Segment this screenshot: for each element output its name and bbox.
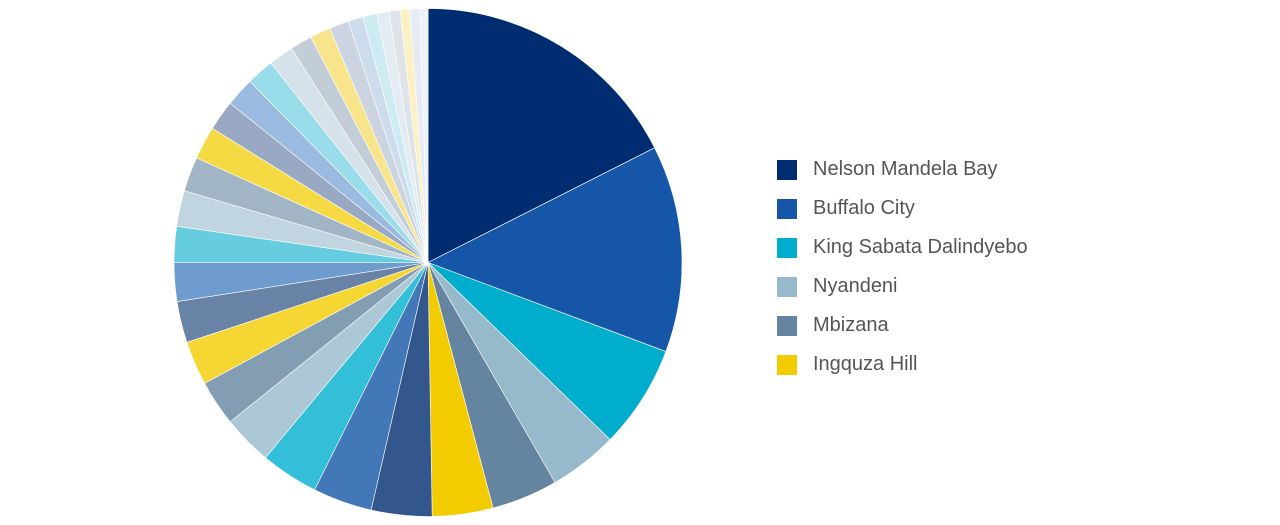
legend-item: Ingquza Hill bbox=[777, 345, 1028, 384]
legend-swatch bbox=[777, 237, 797, 258]
legend-swatch bbox=[777, 276, 797, 297]
legend-label: King Sabata Dalindyebo bbox=[813, 236, 1028, 258]
legend-label: Buffalo City bbox=[813, 197, 915, 219]
legend-label: Nelson Mandela Bay bbox=[813, 158, 998, 180]
pie-slice-1 bbox=[427, 8, 656, 263]
legend-label: Nyandeni bbox=[813, 275, 898, 297]
legend-swatch bbox=[777, 354, 797, 375]
legend-label: Ingquza Hill bbox=[813, 353, 918, 375]
pie-slice-32 bbox=[419, 8, 429, 263]
legend-item: King Sabata Dalindyebo bbox=[777, 228, 1028, 267]
legend-item: Nelson Mandela Bay bbox=[777, 150, 1028, 189]
legend-item: Nyandeni bbox=[777, 267, 1028, 306]
pie-slice-2 bbox=[427, 147, 683, 352]
legend-swatch bbox=[777, 315, 797, 336]
legend-swatch bbox=[777, 198, 797, 219]
pie-slices bbox=[173, 8, 683, 517]
legend-item: Mbizana bbox=[777, 306, 1028, 345]
legend-swatch bbox=[777, 159, 797, 180]
legend: Nelson Mandela Bay Buffalo City King Sabat… bbox=[777, 150, 1028, 384]
legend-label: Mbizana bbox=[813, 314, 889, 336]
legend-item: Buffalo City bbox=[777, 189, 1028, 228]
